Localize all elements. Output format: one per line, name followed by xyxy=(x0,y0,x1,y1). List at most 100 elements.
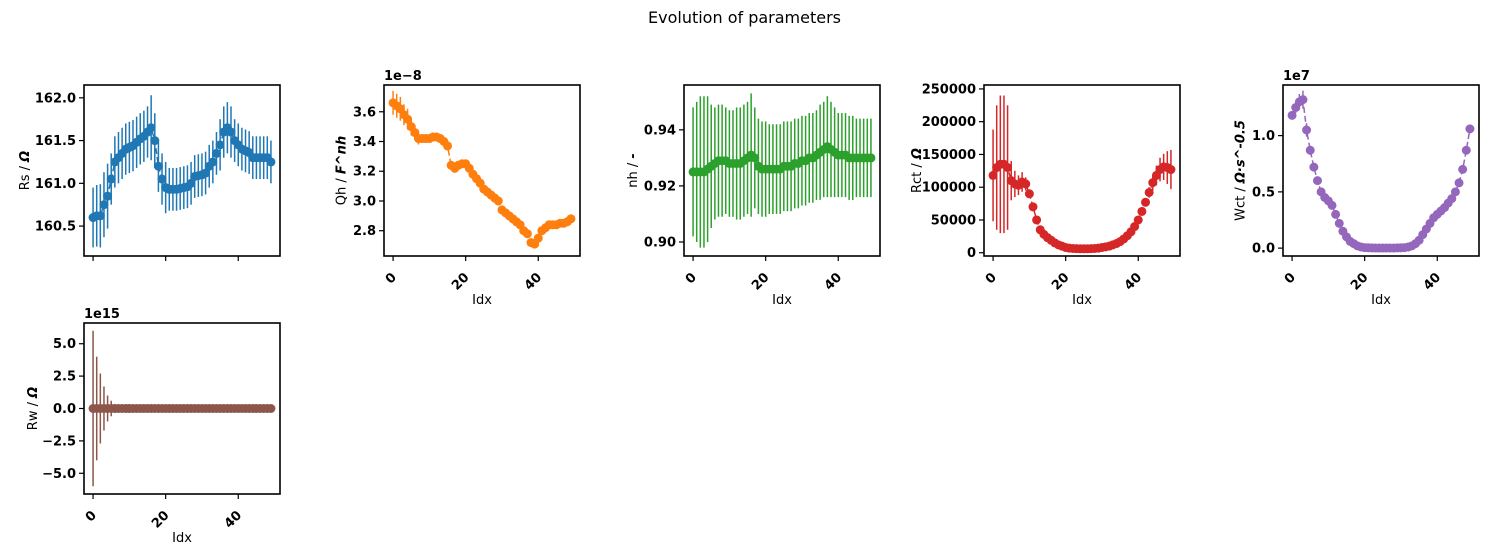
data-point xyxy=(95,211,105,221)
series-line xyxy=(1291,98,1471,249)
data-point xyxy=(99,200,109,210)
x-tick-label: 40 xyxy=(222,508,245,531)
data-point xyxy=(988,170,998,180)
y-tick-label: 150000 xyxy=(922,148,976,163)
y-tick-label: 0.0 xyxy=(1252,242,1275,257)
axes-frame xyxy=(983,84,1181,257)
y-tick-label: 2.8 xyxy=(353,224,376,239)
subplot-3: 0.90 0.92 0.94 0 20 40 Idx nh / - xyxy=(626,84,881,308)
data-point xyxy=(1144,187,1154,197)
offset-label: 1e15 xyxy=(84,307,120,322)
x-tick-label: 0 xyxy=(983,270,1000,287)
series-line xyxy=(92,126,272,219)
subplot-2: 2.8 3.0 3.2 3.4 3.6 0 20 40 Idx 1e−8 Qh / F^nh xyxy=(334,69,581,308)
data-point xyxy=(1461,145,1471,155)
data-point xyxy=(566,214,576,224)
data-point xyxy=(522,229,532,239)
data-point xyxy=(211,148,221,158)
y-axis-label: Rw / Ω xyxy=(26,387,41,430)
axes-frame xyxy=(1282,84,1480,257)
data-point xyxy=(266,157,276,167)
data-point xyxy=(153,161,163,171)
x-tick-label: 0 xyxy=(1282,270,1299,287)
x-axis-label: Idx xyxy=(472,293,492,308)
subplot-5: 0.0 0.5 1.0 0 20 40 Idx 1e7 Wct / Ω·s^-0.5 xyxy=(1233,69,1480,308)
data-point xyxy=(215,140,225,150)
y-tick-label: 0.5 xyxy=(1252,185,1275,200)
y-tick-label: 200000 xyxy=(922,115,976,130)
axes-frame xyxy=(683,84,881,257)
data-point xyxy=(150,136,160,146)
data-point xyxy=(1454,178,1464,188)
y-tick-label: 161.5 xyxy=(35,134,76,149)
x-tick-label: 20 xyxy=(1049,270,1072,293)
y-tick-label: 100000 xyxy=(922,181,976,196)
data-point xyxy=(1331,209,1341,219)
y-tick-label: −2.5 xyxy=(42,434,76,449)
y-tick-label: 3.0 xyxy=(353,194,376,209)
data-point xyxy=(403,114,413,124)
data-point xyxy=(1130,222,1140,232)
data-point xyxy=(1133,215,1143,225)
y-axis-label: nh / - xyxy=(626,153,641,188)
data-point xyxy=(1305,145,1315,155)
x-axis-label: Idx xyxy=(1072,293,1092,308)
y-axis-label: Qh / F^nh xyxy=(334,136,349,205)
y-tick-label: 50000 xyxy=(931,213,976,228)
data-point xyxy=(1024,189,1034,199)
offset-label: 1e7 xyxy=(1283,69,1310,84)
data-point xyxy=(1298,95,1308,105)
y-tick-label: −5.0 xyxy=(42,467,76,482)
data-point xyxy=(1032,215,1042,225)
data-point xyxy=(157,174,167,184)
y-axis-label: Wct / Ω·s^-0.5 xyxy=(1233,120,1248,221)
x-tick-label: 20 xyxy=(149,508,172,531)
y-tick-label: 161.0 xyxy=(35,177,76,192)
data-point xyxy=(106,174,116,184)
offset-label: 1e−8 xyxy=(384,69,422,84)
data-point xyxy=(186,178,196,188)
data-point xyxy=(1003,163,1013,173)
data-point xyxy=(1137,206,1147,216)
axes-frame xyxy=(383,84,581,257)
data-point xyxy=(208,157,218,167)
x-tick-label: 40 xyxy=(1421,270,1444,293)
data-point xyxy=(201,168,211,178)
x-tick-label: 20 xyxy=(1348,270,1371,293)
x-tick-label: 20 xyxy=(749,270,772,293)
y-tick-label: 0.0 xyxy=(53,402,76,417)
data-point xyxy=(1465,124,1475,134)
data-point xyxy=(443,141,453,151)
data-point xyxy=(1327,200,1337,210)
y-tick-label: 3.2 xyxy=(353,165,376,180)
subplot-6: −5.0 −2.5 0.0 2.5 5.0 0 20 40 Idx 1e15 Rw / Ω xyxy=(26,307,281,546)
x-tick-label: 40 xyxy=(822,270,845,293)
data-point xyxy=(1447,194,1457,204)
x-axis-label: Idx xyxy=(172,531,192,546)
data-point xyxy=(1334,218,1344,228)
data-point xyxy=(1148,178,1158,188)
data-point xyxy=(1458,164,1468,174)
data-point xyxy=(103,191,113,201)
x-tick-label: 40 xyxy=(522,270,545,293)
data-point xyxy=(146,123,156,133)
data-point xyxy=(493,196,503,206)
data-point xyxy=(266,404,276,413)
data-point xyxy=(1141,197,1151,207)
subplot-1: 160.5 161.0 161.5 162.0 Rs / Ω xyxy=(18,84,281,261)
data-point xyxy=(533,233,543,243)
data-point xyxy=(1021,179,1031,189)
axes-frame xyxy=(83,84,281,257)
data-point xyxy=(750,153,760,163)
y-tick-label: 3.4 xyxy=(353,135,376,150)
data-point xyxy=(866,153,876,163)
y-tick-label: 0.92 xyxy=(644,179,676,194)
y-tick-label: 1.0 xyxy=(1252,129,1275,144)
y-tick-label: 0 xyxy=(967,246,976,261)
y-tick-label: 3.6 xyxy=(353,105,376,120)
x-tick-label: 20 xyxy=(449,270,472,293)
y-tick-label: 0.90 xyxy=(644,235,676,250)
data-point xyxy=(1287,110,1297,120)
data-point xyxy=(1309,162,1319,172)
x-axis-label: Idx xyxy=(772,293,792,308)
